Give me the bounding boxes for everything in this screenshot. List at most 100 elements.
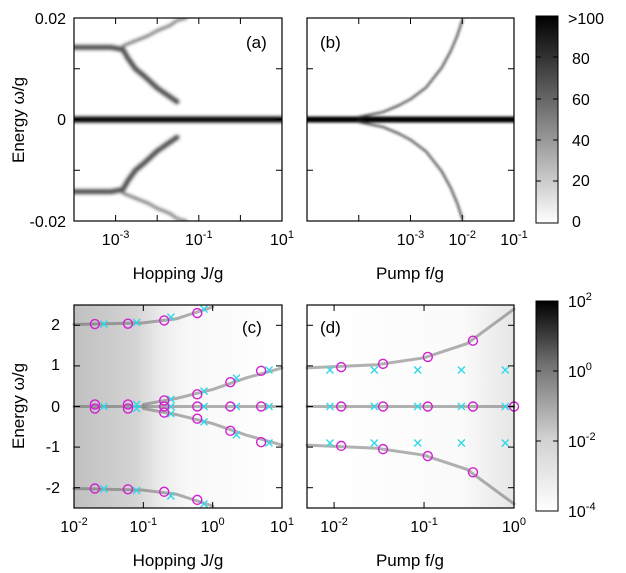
circle-marker — [122, 318, 134, 329]
cross-marker — [132, 318, 141, 327]
cross-marker — [413, 402, 422, 411]
panel-c-ytick-2: 2 — [51, 317, 60, 334]
panel-a-ytick-bottom: -0.02 — [30, 214, 67, 231]
cross-marker — [457, 439, 466, 448]
x-tick-label: 100 — [502, 516, 526, 536]
circle-marker — [192, 494, 203, 506]
panel-c-background — [74, 305, 282, 508]
circle-marker — [422, 351, 433, 363]
circle-marker — [159, 486, 170, 497]
panel-b-xlabel: Pump f/g — [376, 264, 444, 283]
colorbar-bottom-tick-label: 10-2 — [568, 431, 596, 451]
ridge-0-1 — [74, 44, 180, 105]
colorbar-tick-marks — [536, 15, 558, 512]
circle-marker — [89, 483, 101, 494]
panel-d-background — [307, 305, 514, 508]
circle-marker — [159, 401, 170, 412]
circle-marker — [159, 315, 170, 326]
circle-marker — [377, 443, 389, 455]
colorbar-bottom-tick-label: 100 — [568, 361, 592, 381]
circle-marker — [192, 389, 203, 400]
x-tick-label: 10-1 — [410, 516, 438, 536]
panel-a-ylabel: Energy ω/g — [9, 77, 28, 163]
colorbar-top-tick-20: 20 — [572, 173, 590, 190]
x-tick-label: 10-1 — [500, 229, 528, 249]
cross-marker — [325, 402, 334, 411]
cross-marker — [370, 365, 379, 374]
x-tick-label: 101 — [270, 229, 294, 249]
circle-marker — [336, 440, 347, 452]
circle-marker — [467, 401, 479, 412]
circle-marker — [422, 401, 433, 412]
ridge-0-2 — [74, 134, 180, 195]
circle-marker — [377, 358, 389, 370]
colorbar-bottom-labels: 102 100 10-2 10-4 — [568, 291, 596, 521]
x-tick-label: 10-1 — [185, 229, 213, 249]
x-tick-label: 10-2 — [60, 516, 88, 536]
cross-marker — [99, 320, 108, 329]
x-tick-label: 10-2 — [448, 229, 476, 249]
colorbar-top-tick-100: >100 — [568, 11, 604, 28]
circle-marker — [336, 361, 347, 373]
ridge-1-2 — [357, 120, 464, 220]
colorbar-top — [535, 15, 559, 224]
circle-marker — [192, 401, 203, 412]
cross-marker — [413, 365, 422, 374]
cross-marker — [501, 365, 510, 374]
circle-marker — [377, 401, 389, 412]
ridge-1-1 — [357, 19, 464, 119]
cross-marker — [457, 365, 466, 374]
circle-marker — [122, 399, 134, 410]
panel-c-ytick-m1: -1 — [46, 439, 60, 456]
x-tick-label: 10-3 — [397, 229, 425, 249]
circle-marker — [255, 365, 267, 376]
panel-d-xlabel: Pump f/g — [376, 551, 444, 570]
x-tick-label: 10-3 — [102, 229, 130, 249]
circle-marker — [122, 403, 134, 414]
colorbar-bottom-tick-label: 102 — [568, 291, 592, 311]
panel-a-label: (a) — [246, 33, 267, 52]
cross-marker — [99, 484, 108, 493]
cross-marker — [99, 402, 108, 411]
circle-marker — [89, 399, 101, 410]
circle-marker — [467, 467, 479, 478]
cross-marker — [325, 365, 334, 374]
cross-marker — [325, 439, 334, 448]
circle-marker — [255, 401, 267, 412]
ridge-0-4 — [121, 192, 188, 221]
colorbar-top-tick-80: 80 — [572, 51, 590, 68]
circle-marker — [225, 425, 236, 437]
panel-d-label: (d) — [320, 318, 341, 337]
colorbar-top-tick-40: 40 — [572, 133, 590, 150]
colorbar-top-tick-60: 60 — [572, 92, 590, 109]
panel-a-plot — [74, 18, 282, 221]
panel-a-ytick-top: 0.02 — [35, 11, 66, 28]
panel-a-xlabel: Hopping J/g — [133, 264, 224, 283]
panel-d-plot — [305, 307, 520, 506]
panel-c-ylabel: Energy ω/g — [9, 363, 28, 449]
cross-marker — [265, 402, 274, 411]
cross-marker — [457, 402, 466, 411]
panel-c-ytick-m2: -2 — [46, 480, 60, 497]
circle-marker — [192, 413, 203, 424]
x-tick-label: 10-2 — [320, 516, 348, 536]
ridge-0-3 — [121, 18, 188, 48]
circle-marker — [255, 437, 267, 448]
circle-marker — [225, 376, 236, 388]
circle-marker — [159, 395, 170, 406]
panel-a-ytick-mid: 0 — [57, 112, 66, 129]
colorbar-bottom-tick-label: 10-4 — [568, 501, 596, 521]
panel-c-label: (c) — [242, 318, 262, 337]
cross-marker — [132, 486, 141, 495]
panel-c-xlabel: Hopping J/g — [133, 551, 224, 570]
circle-marker — [159, 407, 170, 418]
panel-b-label: (b) — [320, 33, 341, 52]
panel-c-ytick-0: 0 — [51, 399, 60, 416]
circle-marker — [422, 450, 433, 462]
cross-marker — [501, 402, 510, 411]
x-tick-label: 100 — [201, 516, 225, 536]
circle-marker — [467, 335, 479, 346]
cross-marker — [265, 439, 274, 448]
cross-marker — [413, 439, 422, 448]
circle-marker — [89, 318, 101, 330]
